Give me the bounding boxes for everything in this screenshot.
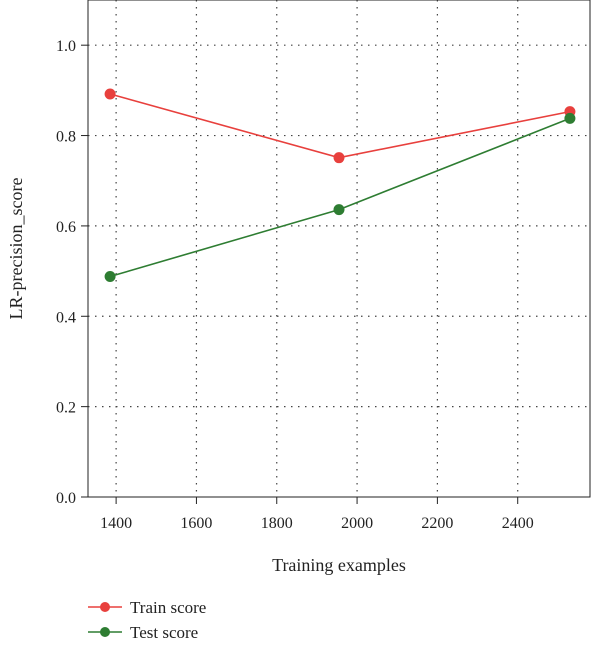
legend-label: Test score bbox=[130, 623, 198, 642]
x-axis-title: Training examples bbox=[272, 555, 406, 575]
grid-lines bbox=[88, 0, 590, 497]
y-tick-label: 0.2 bbox=[56, 400, 76, 417]
y-tick-label: 0.6 bbox=[56, 219, 76, 236]
y-axis-title: LR-precision_score bbox=[6, 178, 26, 320]
legend-marker bbox=[100, 627, 110, 637]
legend-label: Train score bbox=[130, 598, 206, 617]
data-point bbox=[333, 204, 345, 216]
legend: Train score Test score bbox=[88, 598, 206, 642]
y-tick-label: 0.8 bbox=[56, 129, 76, 146]
series-layer bbox=[104, 88, 576, 283]
y-tick-label: 1.0 bbox=[56, 38, 76, 55]
series-test-score bbox=[104, 112, 576, 283]
x-tick-label: 1600 bbox=[180, 515, 212, 532]
data-point bbox=[104, 88, 116, 100]
y-tick-label: 0.4 bbox=[56, 309, 76, 326]
plot-frame bbox=[87, 0, 591, 498]
x-tick-label: 2400 bbox=[502, 515, 534, 532]
series-line bbox=[109, 93, 571, 159]
legend-item: Test score bbox=[88, 623, 198, 642]
series-line bbox=[109, 117, 571, 278]
series-train-score bbox=[104, 88, 576, 164]
x-tick-label: 1400 bbox=[100, 515, 132, 532]
y-tick-label: 0.0 bbox=[56, 490, 76, 507]
data-point bbox=[564, 112, 576, 124]
data-point bbox=[333, 152, 345, 164]
legend-marker bbox=[100, 602, 110, 612]
axis-ticks: 1400 1600 1800 2000 2200 2400 0.0 0.2 0.4 0.6 0.8 1… bbox=[56, 38, 534, 532]
legend-item: Train score bbox=[88, 598, 206, 617]
x-tick-label: 1800 bbox=[261, 515, 293, 532]
x-tick-label: 2200 bbox=[421, 515, 453, 532]
x-tick-label: 2000 bbox=[341, 515, 373, 532]
data-point bbox=[104, 271, 116, 283]
